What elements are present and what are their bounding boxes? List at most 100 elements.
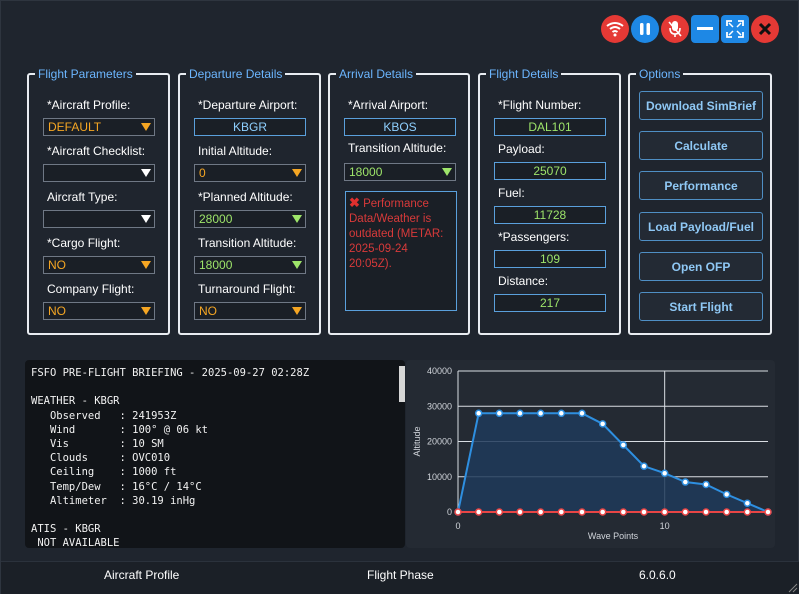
flight-number-label: *Flight Number: [498,98,582,112]
open-ofp-button[interactable]: Open OFP [639,252,763,281]
aircraft-profile-select[interactable]: DEFAULT [43,118,155,136]
flight-number-input[interactable]: DAL101 [494,118,606,136]
turnaround-flight-value: NO [199,304,217,318]
turnaround-flight-select[interactable]: NO [194,302,306,320]
departure-airport-label: *Departure Airport: [198,98,298,112]
payload-input[interactable]: 25070 [494,162,606,180]
fuel-input[interactable]: 11728 [494,206,606,224]
y-tick-label: 0 [447,507,452,517]
cargo-flight-label: *Cargo Flight: [47,236,121,250]
aircraft-type-select[interactable] [43,210,155,228]
pause-button[interactable] [631,15,659,43]
data-point [516,409,524,418]
arrival-transition-select[interactable]: 18000 [344,163,456,181]
data-point [702,508,710,516]
chevron-down-icon [292,261,302,269]
transition-altitude-value: 18000 [199,258,233,272]
group-title: Flight Parameters [35,67,136,81]
planned-altitude-label: *Planned Altitude: [198,190,293,204]
load-payload-fuel-button[interactable]: Load Payload/Fuel [639,212,763,241]
minimize-button[interactable] [691,15,719,43]
briefing-line: Wind : 100° @ 06 kt [31,423,209,436]
resize-grip-icon[interactable] [788,583,798,593]
briefing-line: FSFO PRE-FLIGHT BRIEFING - 2025-09-27 02… [31,367,310,379]
close-icon [758,22,772,36]
series-area [458,413,768,512]
mic-muted-icon [668,21,682,37]
maximize-icon [726,20,744,38]
arrival-details-group: Arrival Details *Arrival Airport: KBOS T… [328,67,470,335]
briefing-panel[interactable]: FSFO PRE-FLIGHT BRIEFING - 2025-09-27 02… [25,360,405,548]
status-aircraft-profile: Aircraft Profile [104,568,180,582]
briefing-line: Ceiling : 1000 ft [31,466,177,479]
minimize-icon [697,27,713,30]
data-point [702,480,710,489]
aircraft-profile-label: *Aircraft Profile: [47,98,131,112]
briefing-line: Clouds : OVC010 [31,452,171,465]
chevron-down-icon [141,169,151,177]
arrival-airport-label: *Arrival Airport: [348,98,429,112]
chevron-down-icon [141,307,151,315]
transition-altitude-select[interactable]: 18000 [194,256,306,274]
departure-details-group: Departure Details *Departure Airport: KB… [178,67,321,335]
x-tick-label: 10 [660,521,670,531]
download-simbrief-button[interactable]: Download SimBrief [639,91,763,120]
altitude-chart: 0 10000 20000 30000 40000 0 10 Wave Points Altit… [406,360,775,548]
group-title: Flight Details [486,67,562,81]
flight-details-group: Flight Details *Flight Number: DAL101 Pa… [478,67,621,335]
briefing-line: NOT AVAILABLE [31,537,120,548]
data-point [660,508,669,516]
data-point [557,409,566,418]
wifi-button[interactable] [601,15,629,43]
planned-altitude-select[interactable]: 28000 [194,210,306,228]
chevron-down-icon [292,307,302,315]
maximize-button[interactable] [721,15,749,43]
flight-parameters-group: Flight Parameters *Aircraft Profile: DEF… [27,67,170,335]
y-tick-label: 40000 [427,366,452,376]
cargo-flight-select[interactable]: NO [43,256,155,274]
briefing-scrollbar[interactable] [399,366,405,402]
data-point [495,409,504,418]
performance-warning: ✖ Performance Data/Weather is outdated (… [345,191,457,311]
wifi-icon [606,22,624,37]
data-point [557,508,566,516]
data-point [536,508,545,516]
group-title: Options [636,67,684,81]
company-flight-select[interactable]: NO [43,302,155,320]
mic-button[interactable] [661,15,689,43]
arrival-transition-value: 18000 [349,165,383,179]
aircraft-profile-value: DEFAULT [48,120,102,134]
data-point [722,508,731,516]
data-point [743,499,752,507]
status-bar: Aircraft Profile Flight Phase 6.0.6.0 [1,561,799,594]
initial-altitude-select[interactable]: 0 [194,164,306,182]
y-tick-label: 20000 [427,437,452,447]
calculate-button[interactable]: Calculate [639,131,763,160]
data-point [640,462,648,470]
departure-airport-input[interactable]: KBGR [194,118,306,136]
data-point [578,508,586,516]
data-point [764,508,772,516]
distance-input[interactable]: 217 [494,294,606,312]
data-point [619,441,628,449]
chevron-down-icon [442,168,452,176]
warning-text: Performance Data/Weather is outdated (ME… [349,198,444,270]
start-flight-button[interactable]: Start Flight [639,292,763,321]
data-point [474,409,483,418]
briefing-text: FSFO PRE-FLIGHT BRIEFING - 2025-09-27 02… [25,360,405,548]
passengers-input[interactable]: 109 [494,250,606,268]
aircraft-type-label: Aircraft Type: [47,190,118,204]
briefing-line: Altimeter : 30.19 inHg [31,494,196,507]
turnaround-flight-label: Turnaround Flight: [198,282,296,296]
transition-altitude-label: Transition Altitude: [198,236,297,250]
x-tick-label: 0 [455,521,460,531]
data-point [619,508,628,516]
payload-label: Payload: [498,142,545,156]
arrival-airport-input[interactable]: KBOS [344,118,456,136]
initial-altitude-label: Initial Altitude: [198,144,273,158]
aircraft-checklist-select[interactable] [43,164,155,182]
y-tick-label: 10000 [427,472,452,482]
pause-icon [640,23,650,35]
performance-button[interactable]: Performance [639,171,763,200]
close-button[interactable] [751,15,779,43]
